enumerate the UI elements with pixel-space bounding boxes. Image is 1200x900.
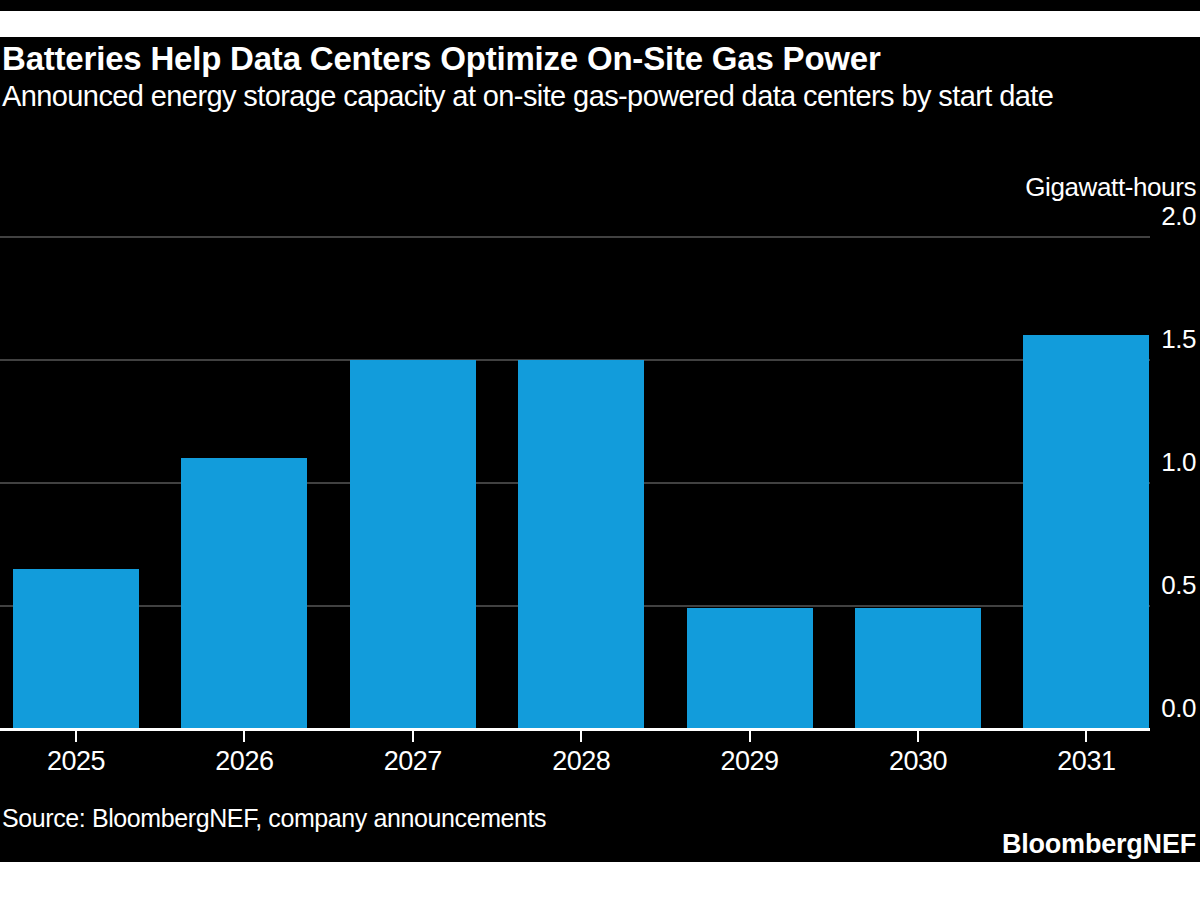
bar-2028 bbox=[518, 360, 644, 729]
x-tick-label-2028: 2028 bbox=[552, 746, 610, 777]
chart-panel: Batteries Help Data Centers Optimize On-… bbox=[0, 37, 1200, 862]
y-tick-label-1.0: 1.0 bbox=[1161, 447, 1196, 478]
x-tick-label-2029: 2029 bbox=[721, 746, 779, 777]
x-tick-label-2026: 2026 bbox=[215, 746, 273, 777]
x-tick-mark-2030 bbox=[917, 730, 919, 742]
x-tick-mark-2029 bbox=[749, 730, 751, 742]
bar-2031 bbox=[1023, 335, 1149, 729]
x-tick-mark-2026 bbox=[243, 730, 245, 742]
top-margin bbox=[0, 11, 1200, 37]
x-tick-label-2027: 2027 bbox=[384, 746, 442, 777]
y-axis-unit-label: Gigawatt-hours bbox=[1025, 172, 1196, 203]
x-tick-mark-2027 bbox=[412, 730, 414, 742]
y-tick-label-2.0: 2.0 bbox=[1161, 201, 1196, 232]
y-tick-label-0.0: 0.0 bbox=[1161, 693, 1196, 724]
y-tick-label-0.5: 0.5 bbox=[1161, 570, 1196, 601]
bar-2025 bbox=[13, 569, 139, 729]
chart-title: Batteries Help Data Centers Optimize On-… bbox=[2, 40, 881, 78]
x-tick-label-2031: 2031 bbox=[1057, 746, 1115, 777]
plot-area: 2025202620272028202920302031 bbox=[0, 237, 1150, 729]
bar-2027 bbox=[350, 360, 476, 729]
x-axis-line bbox=[0, 728, 1150, 731]
x-tick-mark-2031 bbox=[1085, 730, 1087, 742]
y-tick-label-1.5: 1.5 bbox=[1161, 324, 1196, 355]
bar-2029 bbox=[687, 608, 813, 729]
x-tick-label-2025: 2025 bbox=[47, 746, 105, 777]
x-tick-mark-2025 bbox=[75, 730, 77, 742]
bar-2030 bbox=[855, 608, 981, 729]
x-tick-label-2030: 2030 bbox=[889, 746, 947, 777]
bar-2026 bbox=[181, 458, 307, 729]
top-rule bbox=[0, 0, 1200, 11]
brand-logo: BloombergNEF bbox=[1002, 829, 1196, 860]
gridline-2.0 bbox=[0, 236, 1150, 238]
chart-subtitle: Announced energy storage capacity at on-… bbox=[2, 77, 1172, 115]
x-tick-mark-2028 bbox=[580, 730, 582, 742]
source-line: Source: BloombergNEF, company announceme… bbox=[2, 804, 546, 833]
